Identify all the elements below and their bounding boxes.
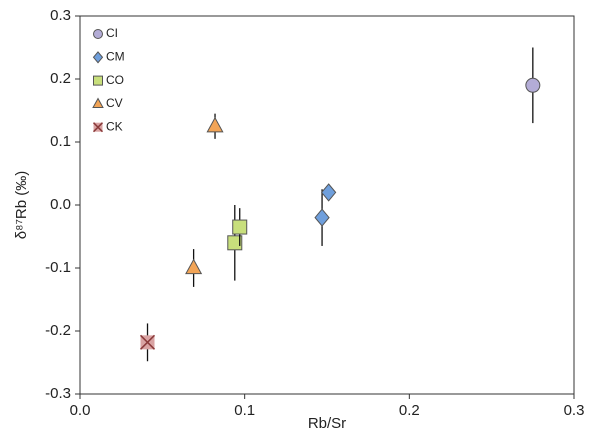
y-axis-label: δ⁸⁷Rb (‰) xyxy=(13,171,30,239)
data-point xyxy=(139,334,156,350)
marker-cross xyxy=(92,122,104,133)
x-tick-label: 0.3 xyxy=(564,402,585,419)
data-point xyxy=(232,219,248,235)
x-axis-label: Rb/Sr xyxy=(308,415,346,432)
legend-label: CO xyxy=(106,73,124,87)
legend-marker xyxy=(93,29,103,39)
legend-label: CM xyxy=(106,49,125,63)
legend-marker xyxy=(92,122,104,133)
marker-cross xyxy=(139,334,156,350)
data-point xyxy=(525,77,541,93)
y-tick-label: 0.3 xyxy=(50,7,71,24)
legend-marker xyxy=(92,51,104,64)
y-tick-label: 0.0 xyxy=(50,196,71,213)
data-point xyxy=(320,183,337,202)
y-tick-label: -0.1 xyxy=(45,259,71,276)
y-tick-label: -0.2 xyxy=(45,322,71,339)
data-point xyxy=(206,116,224,133)
legend-marker xyxy=(92,97,104,108)
y-tick-label: 0.2 xyxy=(50,70,71,87)
legend-label: CV xyxy=(106,96,123,110)
x-tick-label: 0.1 xyxy=(234,402,255,419)
x-tick-label: 0.2 xyxy=(399,402,420,419)
legend-label: CI xyxy=(106,26,118,40)
data-point xyxy=(185,258,203,275)
data-point xyxy=(227,235,243,251)
y-tick-label: 0.1 xyxy=(50,133,71,150)
data-point xyxy=(314,208,330,227)
legend-label: CK xyxy=(106,119,123,133)
y-tick-label: -0.3 xyxy=(45,385,71,402)
x-tick-label: 0.0 xyxy=(70,402,91,419)
legend-marker xyxy=(93,75,103,86)
